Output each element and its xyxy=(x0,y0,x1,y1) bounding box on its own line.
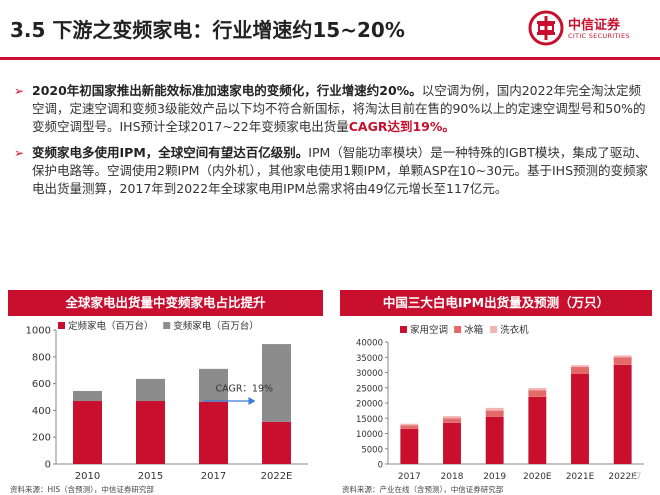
y-tick-label: 800 xyxy=(32,352,51,363)
bar-segment xyxy=(485,410,504,417)
y-tick-label: 400 xyxy=(32,406,51,417)
chart-source: 资料来源：HIS（含预测），中信证券研究部 xyxy=(10,485,154,494)
y-tick-label: 5000 xyxy=(361,445,383,455)
bar-segment xyxy=(613,357,632,365)
bar-segment xyxy=(571,365,589,368)
logo-text-en: CITIC SECURITIES xyxy=(568,32,630,40)
y-tick-label: 40000 xyxy=(356,339,383,349)
logo-text-cn: 中信证券 xyxy=(568,18,621,33)
y-tick-label: 10000 xyxy=(356,430,383,440)
bar-segment xyxy=(613,364,632,464)
chart-title: 中国三大白电IPM出货量及预测（万只） xyxy=(340,290,652,316)
bar-segment xyxy=(443,422,461,464)
cagr-arrow-head xyxy=(248,397,256,406)
legend-swatch xyxy=(490,326,498,333)
y-tick-label: 600 xyxy=(32,379,51,390)
y-tick-label: 20000 xyxy=(356,400,383,410)
legend-label: 家用空调 xyxy=(410,324,448,336)
bar-segment xyxy=(136,378,165,402)
bullet-item: ➢ 变频家电多使用IPM，全球空间有望达百亿级别。IPM（智能功率模块）是一种特… xyxy=(14,144,650,198)
page-number: 27 xyxy=(630,472,642,482)
y-tick-label: 0 xyxy=(378,461,383,471)
bullet-lead: 变频家电多使用IPM，全球空间有望达百亿级别。 xyxy=(32,145,309,160)
bullet-list: ➢ 2020年初国家推出新能效标准加速家电的变频化，行业增速约20%。以空调为例… xyxy=(14,82,650,206)
y-tick-label: 35000 xyxy=(356,354,383,364)
y-tick-label: 0 xyxy=(45,460,51,471)
legend-label: 变频家电（百万台） xyxy=(173,320,259,332)
legend-swatch xyxy=(58,322,65,329)
bar-segment xyxy=(571,374,589,464)
x-tick-label: 2022E xyxy=(261,471,293,482)
x-tick-label: 2010 xyxy=(75,471,100,482)
bullet-body: 以空调为例，国内2022年完全淘汰定频空调，定速空调和变频3级能效产品以下均不符… xyxy=(32,83,646,134)
legend-label: 洗衣机 xyxy=(500,324,529,336)
legend-label: 定频家电（百万台） xyxy=(68,320,154,332)
chart-title: 全球家电出货量中变频家电占比提升 xyxy=(8,290,323,316)
bar-segment xyxy=(528,390,547,397)
x-tick-label: 2017 xyxy=(398,472,421,482)
bullet-lead: 2020年初国家推出新能效标准加速家电的变频化，行业增速约20%。 xyxy=(32,83,422,98)
bar-segment xyxy=(400,425,419,429)
chart-source: 资料来源：产业在线（含预测），中信证券研究部 xyxy=(342,485,504,494)
legend-swatch xyxy=(400,326,407,333)
bar-segment xyxy=(528,388,547,391)
bar-segment xyxy=(613,355,632,358)
bar-segment xyxy=(485,407,504,411)
bar-segment xyxy=(400,428,419,464)
bar-segment xyxy=(262,421,291,464)
bar-segment xyxy=(73,390,102,402)
bar-segment xyxy=(571,367,589,375)
bullet-arrow-icon: ➢ xyxy=(14,146,25,160)
bar-segment xyxy=(528,396,547,464)
cagr-annotation: CAGR：19% xyxy=(216,384,274,395)
y-tick-label: 30000 xyxy=(356,369,383,379)
bar-segment xyxy=(400,423,419,426)
bullet-highlight: CAGR达到19%。 xyxy=(348,119,455,134)
x-tick-label: 2022E xyxy=(608,472,637,482)
x-tick-label: 2015 xyxy=(138,471,163,482)
bullet-body: IPM（智能功率模块）是一种特殊的IGBT模块，集成了驱动、保护电路等。空调使用… xyxy=(32,145,649,196)
bar-segment xyxy=(262,344,291,422)
bar-segment xyxy=(443,418,461,423)
x-tick-label: 2019 xyxy=(483,472,506,482)
y-tick-label: 1000 xyxy=(26,326,51,337)
slide-header: 3.5 下游之变频家电：行业增速约15~20% 中信证券 CITIC SECUR… xyxy=(0,0,660,62)
slide-title: 3.5 下游之变频家电：行业增速约15~20% xyxy=(10,18,405,42)
chart-left: 全球家电出货量中变频家电占比提升 0 200 400 600 800 1000 2010 20… xyxy=(8,290,323,494)
citic-logo-icon xyxy=(528,10,564,46)
y-tick-label: 15000 xyxy=(356,415,383,425)
legend-swatch xyxy=(454,326,462,333)
bar-segment xyxy=(73,401,102,464)
bar-segment xyxy=(485,416,504,464)
x-tick-label: 2021E xyxy=(566,472,595,482)
bullet-arrow-icon: ➢ xyxy=(14,84,25,98)
y-tick-label: 25000 xyxy=(356,384,383,394)
legend-swatch xyxy=(163,322,171,329)
chart-left-plot: 0 200 400 600 800 1000 2010 2015 2017 2022E 定频家电（百… xyxy=(26,320,308,482)
bar-segment xyxy=(199,401,228,464)
x-tick-label: 2018 xyxy=(441,472,464,482)
company-logo: 中信证券 CITIC SECURITIES xyxy=(528,10,656,52)
x-tick-label: 2020E xyxy=(523,472,552,482)
y-tick-label: 200 xyxy=(32,433,51,444)
bullet-item: ➢ 2020年初国家推出新能效标准加速家电的变频化，行业增速约20%。以空调为例… xyxy=(14,82,650,136)
chart-right: 中国三大白电IPM出货量及预测（万只） 0 5000 10000 15000 20000… xyxy=(340,290,652,494)
legend-label: 冰箱 xyxy=(464,324,483,336)
header-divider xyxy=(0,57,660,60)
x-tick-label: 2017 xyxy=(201,471,226,482)
bar-segment xyxy=(136,401,165,464)
chart-right-plot: 0 5000 10000 15000 20000 25000 30000 35000 40000… xyxy=(356,324,644,482)
bar-segment xyxy=(199,368,228,402)
bar-segment xyxy=(443,416,461,419)
